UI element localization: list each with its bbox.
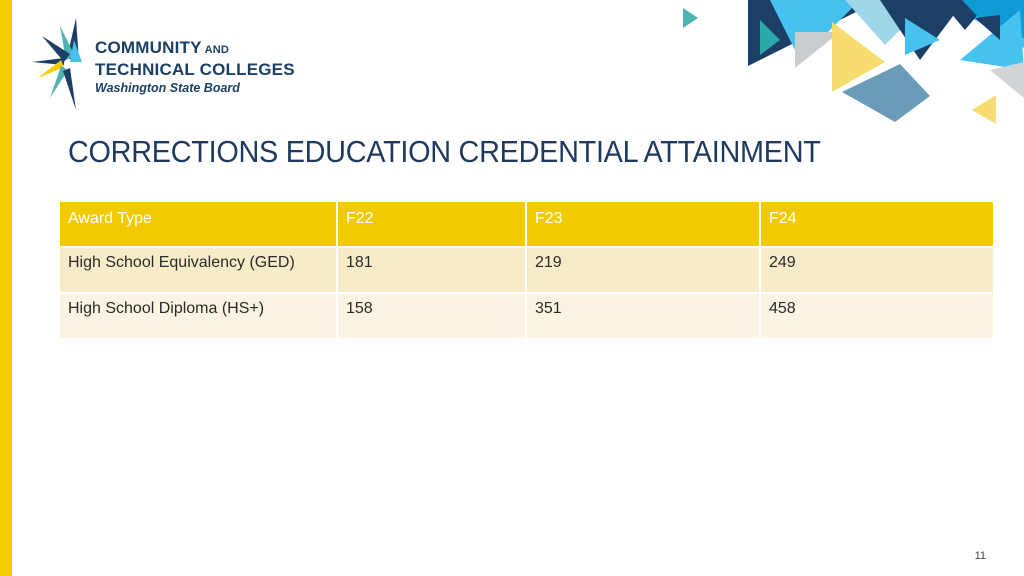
table-row: High School Equivalency (GED) 181 219 24… bbox=[60, 248, 993, 294]
cell-f23: 351 bbox=[527, 294, 761, 340]
decorative-triangles bbox=[683, 0, 1024, 124]
cell-f24: 458 bbox=[761, 294, 993, 340]
star-burst-logo-icon bbox=[32, 18, 82, 110]
cell-f22: 181 bbox=[338, 248, 527, 294]
header-f22: F22 bbox=[338, 202, 527, 248]
logo-line-technical: TECHNICAL COLLEGES bbox=[95, 60, 295, 79]
logo-line-board: Washington State Board bbox=[95, 81, 240, 95]
logo-line-community: COMMUNITY AND bbox=[95, 38, 295, 60]
cell-f24: 249 bbox=[761, 248, 993, 294]
credential-table: Award Type F22 F23 F24 High School Equiv… bbox=[60, 202, 993, 340]
header-f24: F24 bbox=[761, 202, 993, 248]
page-number: 11 bbox=[974, 550, 986, 562]
left-accent-bar bbox=[0, 0, 12, 576]
logo-and-text: AND bbox=[204, 44, 230, 56]
cell-award-type: High School Diploma (HS+) bbox=[60, 294, 338, 340]
sbctc-logo: COMMUNITY AND TECHNICAL COLLEGES Washingt… bbox=[30, 18, 300, 110]
cell-award-type: High School Equivalency (GED) bbox=[60, 248, 338, 294]
slide-title: CORRECTIONS EDUCATION CREDENTIAL ATTAINM… bbox=[68, 134, 821, 169]
header-f23: F23 bbox=[527, 202, 761, 248]
cell-f22: 158 bbox=[338, 294, 527, 340]
logo-community-text: COMMUNITY bbox=[95, 38, 202, 57]
logo-wordmark: COMMUNITY AND TECHNICAL COLLEGES Washingt… bbox=[95, 38, 295, 96]
table-header-row: Award Type F22 F23 F24 bbox=[60, 202, 993, 248]
table-row: High School Diploma (HS+) 158 351 458 bbox=[60, 294, 993, 340]
cell-f23: 219 bbox=[527, 248, 761, 294]
header-award-type: Award Type bbox=[60, 202, 338, 248]
